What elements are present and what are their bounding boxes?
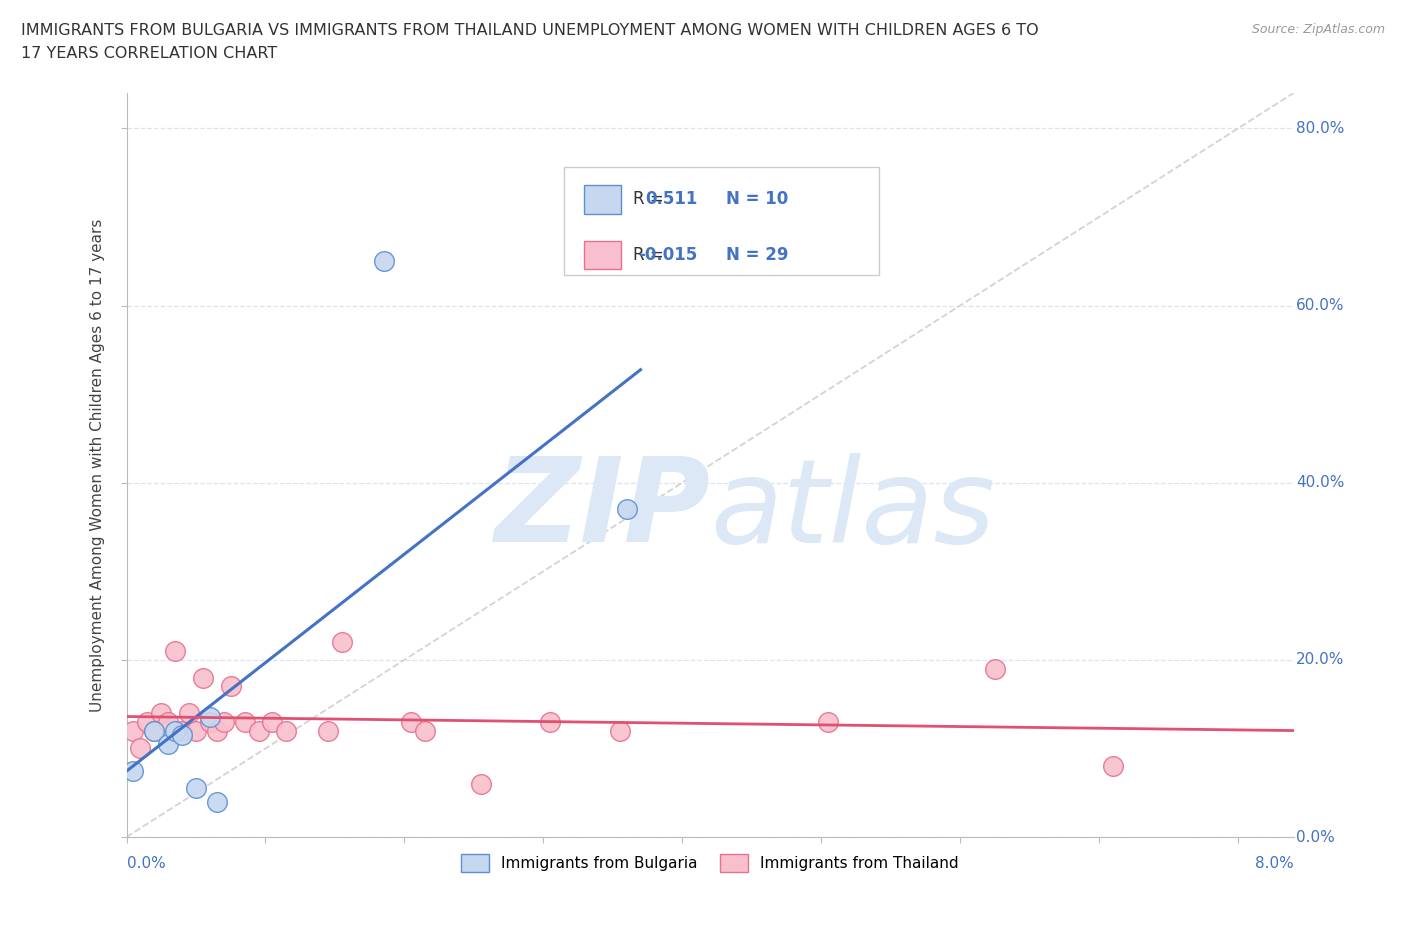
Point (184, 781, 207, 796)
Bar (583, 185, 621, 214)
Point (616, 502, 638, 517)
Point (143, 724, 166, 738)
Point (373, 254, 395, 269)
Point (233, 714, 256, 729)
Text: Source: ZipAtlas.com: Source: ZipAtlas.com (1251, 23, 1385, 36)
Text: R =: R = (633, 246, 664, 264)
Point (191, 671, 214, 685)
Point (122, 764, 145, 778)
Point (157, 737, 180, 751)
Text: ZIP: ZIP (494, 452, 710, 567)
Point (143, 724, 166, 738)
Point (172, 727, 194, 742)
Text: IMMIGRANTS FROM BULGARIA VS IMMIGRANTS FROM THAILAND UNEMPLOYMENT AMONG WOMEN WI: IMMIGRANTS FROM BULGARIA VS IMMIGRANTS F… (21, 23, 1039, 38)
Text: 20.0%: 20.0% (1296, 652, 1344, 668)
Point (984, 661, 1007, 676)
Point (219, 679, 242, 694)
Point (212, 714, 235, 729)
Point (184, 724, 207, 738)
Text: -0.015: -0.015 (638, 246, 697, 264)
Point (165, 724, 187, 738)
Point (609, 724, 631, 738)
Point (172, 724, 194, 738)
Point (262, 714, 284, 729)
Point (401, 714, 423, 729)
Point (205, 724, 228, 738)
Text: N = 29: N = 29 (727, 246, 789, 264)
Point (276, 724, 298, 738)
Point (150, 706, 173, 721)
Point (1102, 759, 1125, 774)
Bar (583, 241, 621, 270)
Point (129, 741, 152, 756)
Point (198, 710, 221, 724)
Point (470, 777, 492, 791)
Text: N = 10: N = 10 (727, 191, 789, 208)
Point (122, 724, 145, 738)
Text: 0.0%: 0.0% (1296, 830, 1334, 844)
Point (316, 724, 339, 738)
Point (413, 724, 436, 738)
Text: 17 YEARS CORRELATION CHART: 17 YEARS CORRELATION CHART (21, 46, 277, 61)
Point (157, 714, 180, 729)
Point (330, 634, 353, 649)
Text: 80.0%: 80.0% (1296, 121, 1344, 136)
Point (817, 714, 839, 729)
Legend: Immigrants from Bulgaria, Immigrants from Thailand: Immigrants from Bulgaria, Immigrants fro… (456, 848, 965, 878)
Text: R =: R = (633, 191, 664, 208)
Point (136, 714, 159, 729)
Text: 0.0%: 0.0% (127, 856, 166, 870)
Text: atlas: atlas (710, 453, 995, 566)
Text: 40.0%: 40.0% (1296, 475, 1344, 490)
FancyBboxPatch shape (564, 167, 879, 275)
Y-axis label: Unemployment Among Women with Children Ages 6 to 17 years: Unemployment Among Women with Children A… (90, 219, 105, 711)
Point (177, 706, 200, 721)
Point (247, 724, 270, 738)
Point (205, 794, 228, 809)
Text: 60.0%: 60.0% (1296, 299, 1344, 313)
Text: 0.511: 0.511 (645, 191, 697, 208)
Text: 8.0%: 8.0% (1254, 856, 1294, 870)
Point (538, 714, 561, 729)
Point (165, 644, 187, 658)
Point (198, 714, 221, 729)
